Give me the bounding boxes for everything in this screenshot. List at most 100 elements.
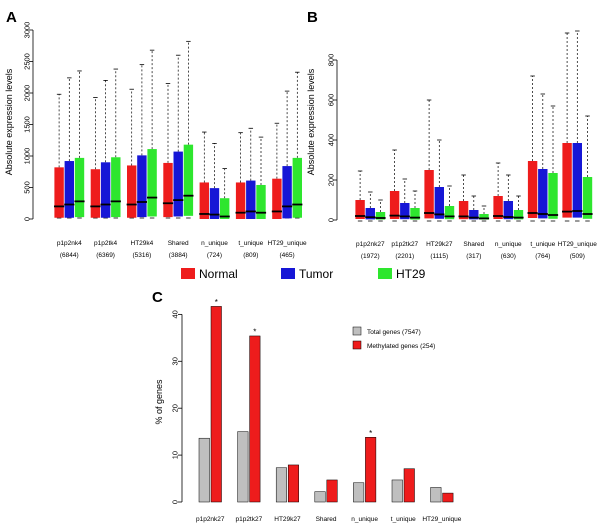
box-tumor [173, 151, 183, 217]
box-normal [235, 182, 246, 219]
box-normal [527, 161, 538, 218]
panel-c-x-labels: p1p2nk27 p1p2tk27 HT29k27 Shared n_unique t_u… [196, 516, 462, 523]
x-label-count: (764) [535, 253, 550, 260]
box-ht29 [375, 212, 386, 220]
box-tumor [538, 169, 548, 219]
bar-methylated-genes [287, 464, 299, 503]
box-tumor [246, 180, 256, 219]
y-tick-label: 0 [171, 500, 180, 504]
legend-label-methylated-genes: Methylated genes (254) [367, 343, 435, 350]
panel-b-ylabel: Absolute expression levels [306, 68, 316, 175]
x-label-ht29-unique: HT29_unique [558, 241, 597, 248]
x-label-count: (1972) [361, 253, 380, 260]
y-tick-label: 600 [327, 94, 336, 107]
legend-label-total-genes: Total genes (7547) [367, 329, 421, 336]
x-label-shared: Shared [316, 516, 337, 523]
box-ht29 [479, 214, 489, 220]
y-tick-label: 20 [171, 404, 180, 412]
bar-methylated-genes [326, 479, 338, 503]
panel-c-ylabel: % of genes [154, 379, 164, 425]
x-label-count: (809) [243, 252, 258, 259]
x-label-count: (724) [207, 252, 222, 259]
x-label-count: (1115) [430, 253, 448, 260]
box-normal [90, 169, 101, 218]
x-label-t-unique: t_unique [530, 241, 555, 248]
x-label-ht29k27: HT29k27 [426, 241, 453, 248]
y-tick-label: 30 [171, 357, 180, 365]
box-tumor [64, 161, 74, 218]
x-label-count: (509) [570, 253, 585, 260]
panel-c: C % of genes 0 10 20 30 40 * * * p1p2nk27 p1p2t… [152, 289, 462, 523]
x-label-shared: Shared [168, 240, 189, 247]
box-ht29 [513, 210, 524, 220]
legend-swatch-tumor [281, 268, 295, 279]
box-normal [127, 165, 137, 218]
legend-swatch-total-genes [352, 326, 362, 336]
legend-label-tumor: Tumor [299, 267, 333, 281]
box-ht29 [292, 157, 302, 218]
x-label-p1p2nk27: p1p2nk27 [356, 241, 385, 248]
box-normal [458, 201, 469, 220]
y-tick-label: 200 [327, 174, 336, 187]
box-normal [54, 167, 64, 218]
y-tick-label: 1000 [23, 148, 32, 165]
box-normal [272, 178, 282, 219]
bar-methylated-genes [249, 335, 261, 503]
x-label-p1p2nk27: p1p2nk27 [196, 516, 225, 523]
box-tumor [400, 203, 410, 220]
box-ht29 [444, 206, 455, 220]
x-label-shared: Shared [463, 241, 484, 248]
panel-a-boxes [54, 40, 303, 219]
box-tumor [503, 201, 513, 220]
panel-a-ylabel: Absolute expression levels [4, 68, 14, 175]
x-label-p1p2tk27: p1p2tk27 [235, 516, 262, 523]
x-label-count: (317) [466, 253, 481, 260]
y-tick-label: 0 [23, 217, 32, 221]
box-ht29 [410, 208, 420, 220]
significance-marker: * [369, 429, 372, 438]
x-label-ht29-unique: HT29_unique [422, 516, 461, 523]
x-label-ht29k27: HT29k27 [274, 516, 301, 523]
box-normal [493, 196, 503, 219]
panel-b-x-labels: p1p2nk27 (1972) p1p2tk27 (2201) HT29k27 (1115… [356, 241, 597, 260]
box-ht29 [548, 173, 558, 219]
box-ht29 [74, 157, 85, 218]
y-tick-label: 800 [327, 54, 336, 67]
x-label-count: (465) [280, 252, 295, 259]
x-label-count: (6369) [96, 252, 115, 259]
box-ht29 [183, 144, 194, 216]
x-label-count: (630) [501, 253, 516, 260]
x-label-p1p2tk27: p1p2tk27 [391, 241, 418, 248]
panel-a-letter: A [6, 9, 17, 26]
x-label-ht29k4: HT29k4 [131, 240, 154, 247]
box-normal [199, 182, 209, 219]
x-label-n-unique: n_unique [201, 240, 228, 247]
bar-total-genes [430, 487, 442, 503]
box-ht29 [220, 198, 230, 219]
box-normal [562, 143, 572, 218]
panel-b-letter: B [307, 9, 318, 26]
bar-methylated-genes [442, 492, 454, 503]
bar-total-genes [314, 491, 326, 503]
box-tumor [282, 166, 292, 219]
bar-methylated-genes [403, 468, 415, 503]
panel-c-legend: Total genes (7547) Methylated genes (254… [352, 326, 435, 350]
series-legend: Normal Tumor HT29 [181, 267, 426, 281]
legend-swatch-normal [181, 268, 195, 279]
box-tumor [209, 188, 220, 219]
panel-a: A Absolute expression levels 0 500 1000 150… [4, 9, 307, 259]
box-normal [389, 191, 400, 219]
y-tick-label: 500 [23, 181, 32, 194]
x-label-ht29-unique: HT29_unique [268, 240, 307, 247]
panel-b-boxes [355, 30, 593, 222]
y-tick-label: 0 [327, 218, 336, 222]
box-ht29 [111, 157, 121, 218]
legend-label-ht29: HT29 [396, 267, 426, 281]
x-label-count: (6844) [60, 252, 79, 259]
bar-total-genes [353, 482, 365, 503]
significance-marker: * [253, 327, 256, 336]
x-label-n-unique: n_unique [351, 516, 378, 523]
box-ht29 [256, 184, 266, 219]
box-normal [424, 170, 434, 219]
panel-a-y-axis: 0 500 1000 1500 2000 2500 3000 [23, 22, 34, 221]
